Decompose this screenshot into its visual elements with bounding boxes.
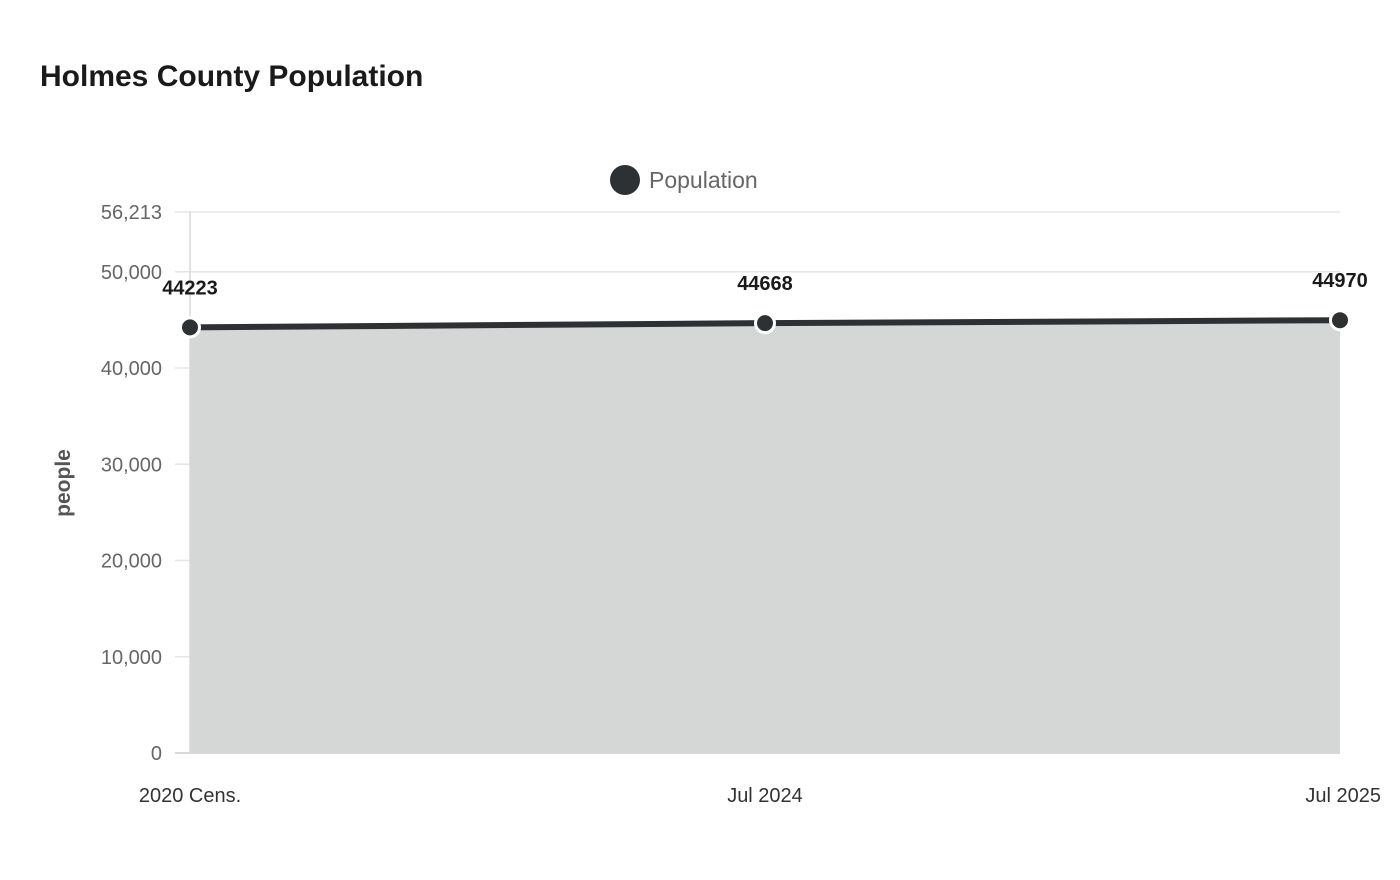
data-label: 44970	[1312, 270, 1368, 292]
y-tick-label: 0	[151, 743, 162, 765]
x-tick-labels: 2020 Cens. Jul 2024 Jul 2025	[139, 785, 1381, 807]
legend-marker[interactable]	[610, 165, 640, 195]
y-tick-label: 40,000	[101, 358, 162, 380]
series-area	[190, 320, 1340, 753]
data-points	[179, 309, 1351, 339]
data-label: 44223	[162, 277, 218, 299]
data-point[interactable]	[754, 312, 776, 335]
legend[interactable]: Population	[610, 165, 758, 195]
y-tick-labels: 0 10,000 20,000 30,000 40,000 50,000 56,213	[101, 202, 162, 765]
y-tick-label: 30,000	[101, 454, 162, 476]
x-tick-label: Jul 2024	[727, 785, 803, 807]
data-point[interactable]	[179, 316, 201, 339]
legend-label[interactable]: Population	[649, 167, 758, 193]
data-labels: 44223 44668 44970	[162, 270, 1368, 299]
chart-title: Holmes County Population	[40, 60, 424, 93]
x-tick-label: 2020 Cens.	[139, 785, 241, 807]
y-tick-label: 56,213	[101, 202, 162, 224]
y-tick-label: 10,000	[101, 647, 162, 669]
y-axis-title: people	[52, 449, 75, 517]
area-layer	[190, 320, 1340, 753]
data-label: 44668	[737, 273, 793, 295]
y-tick-label: 50,000	[101, 262, 162, 284]
y-tick-label: 20,000	[101, 551, 162, 573]
data-point[interactable]	[1329, 309, 1351, 332]
x-tick-label: Jul 2025	[1305, 785, 1381, 807]
